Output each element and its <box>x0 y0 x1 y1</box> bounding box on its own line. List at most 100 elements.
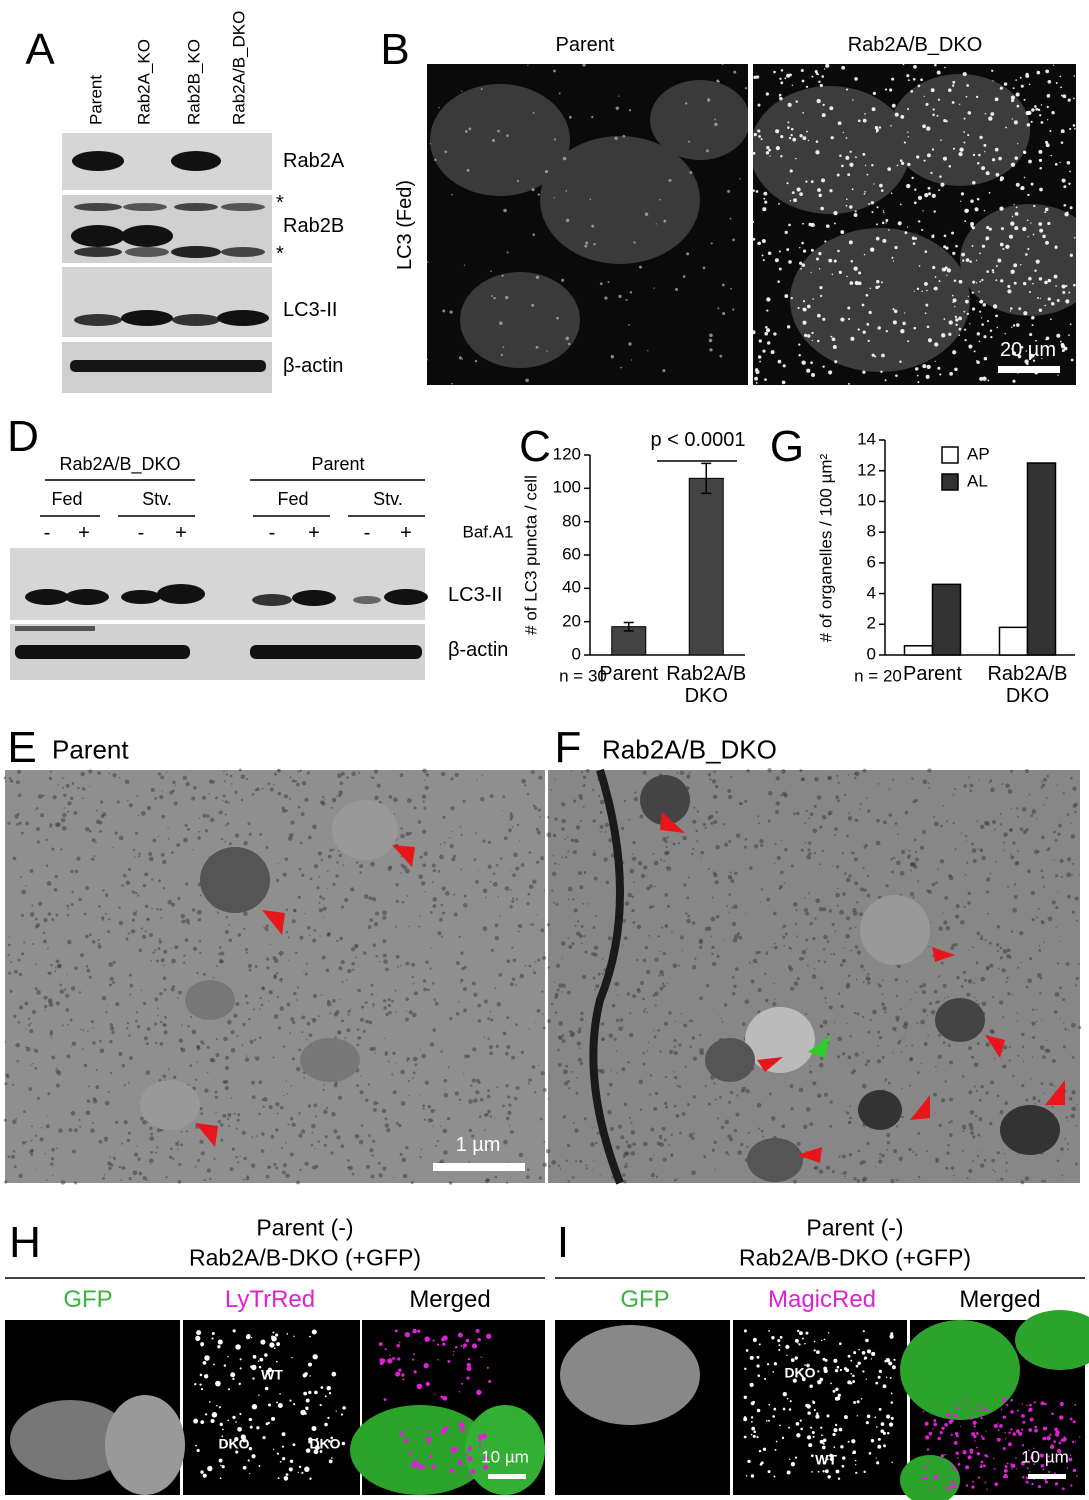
puncta <box>673 1050 678 1056</box>
puncta <box>874 1166 877 1168</box>
puncta <box>126 1138 130 1143</box>
puncta <box>171 789 175 793</box>
puncta <box>1016 966 1020 969</box>
puncta <box>1037 108 1041 112</box>
puncta <box>975 1432 979 1435</box>
puncta <box>915 991 917 994</box>
puncta <box>440 903 444 907</box>
puncta <box>1028 1428 1033 1432</box>
puncta <box>862 1370 865 1373</box>
puncta <box>937 98 941 101</box>
puncta <box>59 983 63 987</box>
puncta <box>1046 105 1049 109</box>
puncta <box>788 946 792 950</box>
puncta <box>370 983 374 987</box>
puncta <box>1008 1442 1012 1447</box>
puncta <box>866 1349 872 1354</box>
puncta <box>978 153 981 157</box>
puncta <box>953 279 957 283</box>
puncta <box>515 1023 518 1026</box>
puncta <box>653 1029 655 1032</box>
puncta <box>502 346 505 349</box>
puncta <box>1021 1083 1025 1088</box>
puncta <box>895 1015 900 1020</box>
puncta <box>773 982 775 985</box>
puncta <box>996 326 999 329</box>
puncta <box>951 294 954 297</box>
puncta <box>494 987 497 990</box>
puncta <box>789 1458 791 1461</box>
puncta <box>1023 98 1026 101</box>
puncta <box>885 222 887 224</box>
puncta <box>452 854 457 859</box>
puncta <box>831 1170 835 1174</box>
puncta <box>288 959 290 961</box>
puncta <box>845 877 851 883</box>
puncta <box>709 333 713 338</box>
puncta <box>1040 1082 1044 1085</box>
puncta <box>814 917 817 920</box>
puncta <box>675 288 679 291</box>
puncta <box>384 1117 388 1121</box>
puncta <box>780 69 784 72</box>
puncta <box>567 937 570 940</box>
puncta <box>627 1143 632 1149</box>
puncta <box>659 1050 662 1053</box>
puncta <box>177 1148 179 1151</box>
puncta <box>553 138 556 141</box>
puncta <box>1024 359 1029 364</box>
puncta <box>1060 129 1065 134</box>
puncta <box>92 1097 97 1101</box>
puncta <box>735 1112 740 1117</box>
puncta <box>850 260 854 263</box>
puncta <box>74 966 78 970</box>
puncta <box>969 1110 975 1115</box>
puncta <box>210 1418 215 1424</box>
puncta <box>652 1154 655 1157</box>
puncta <box>1042 234 1046 239</box>
puncta <box>971 291 975 294</box>
puncta <box>816 1412 819 1415</box>
puncta <box>799 1419 802 1422</box>
puncta <box>994 147 999 152</box>
puncta <box>92 1041 96 1045</box>
puncta <box>805 85 809 88</box>
puncta <box>958 327 962 331</box>
puncta <box>881 1154 885 1158</box>
puncta <box>505 1116 510 1121</box>
puncta <box>958 334 961 337</box>
puncta <box>887 1431 890 1435</box>
puncta <box>230 1372 236 1378</box>
puncta <box>579 819 582 822</box>
puncta <box>264 1353 268 1357</box>
puncta <box>424 1336 430 1342</box>
puncta <box>56 1147 58 1150</box>
fluorescence-images <box>5 1310 1089 1500</box>
puncta <box>1054 1482 1059 1486</box>
puncta <box>548 1165 551 1168</box>
puncta <box>593 243 596 246</box>
puncta <box>27 1017 31 1020</box>
puncta <box>381 1108 387 1114</box>
puncta <box>952 251 956 255</box>
puncta <box>1038 944 1041 947</box>
puncta <box>68 1128 73 1133</box>
puncta <box>29 1022 32 1025</box>
puncta <box>157 772 162 776</box>
puncta <box>29 1029 34 1034</box>
puncta <box>881 353 885 358</box>
puncta <box>862 1330 865 1333</box>
puncta <box>827 1475 831 1479</box>
puncta <box>1075 1163 1078 1166</box>
puncta <box>625 1162 628 1165</box>
puncta <box>838 1427 843 1432</box>
puncta <box>276 1401 279 1404</box>
puncta <box>289 1032 292 1034</box>
puncta <box>707 1102 711 1106</box>
puncta <box>356 1028 360 1031</box>
puncta <box>840 1445 844 1449</box>
channel-label: LyTrRed <box>224 1285 316 1313</box>
puncta <box>461 967 465 971</box>
puncta <box>1010 1410 1014 1414</box>
puncta <box>962 259 965 262</box>
